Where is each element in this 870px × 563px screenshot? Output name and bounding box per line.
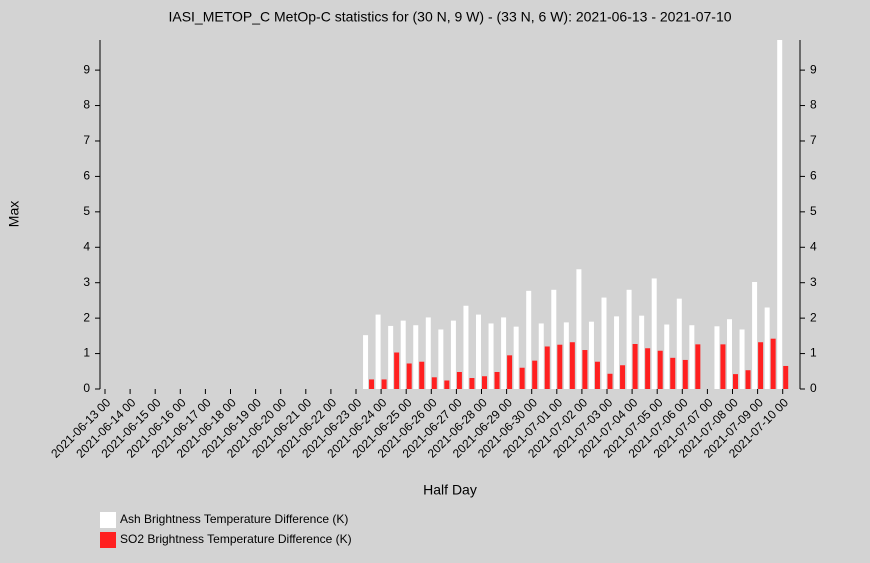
y-tick-label: 4: [83, 239, 90, 253]
legend-label: Ash Brightness Temperature Difference (K…: [120, 512, 348, 526]
y-tick-label: 1: [83, 346, 90, 360]
bar: [538, 323, 544, 389]
y-tick-label: 8: [83, 98, 90, 112]
bar: [557, 344, 563, 389]
bar: [569, 342, 575, 389]
bar: [664, 324, 670, 389]
bar: [676, 298, 682, 389]
bar: [783, 365, 789, 389]
bar: [601, 297, 607, 389]
bar: [758, 342, 764, 389]
bar: [651, 278, 657, 389]
bar: [614, 316, 620, 389]
legend-label: SO2 Brightness Temperature Difference (K…: [120, 532, 352, 546]
bar: [444, 380, 450, 389]
bar: [476, 314, 481, 389]
y-axis-label: Max: [6, 201, 22, 227]
bar: [714, 326, 720, 389]
bar: [375, 314, 381, 389]
bar: [369, 379, 375, 389]
bar: [695, 344, 701, 389]
y-tick-label: 2: [83, 310, 90, 324]
bar: [657, 350, 663, 389]
bar: [488, 323, 494, 389]
bar: [526, 290, 532, 389]
bar: [607, 373, 613, 389]
y-tick-label: 9: [83, 62, 90, 76]
y-tick-label: 5: [83, 204, 90, 218]
bar: [400, 320, 406, 389]
bar: [425, 317, 431, 389]
bar: [501, 317, 507, 389]
bar: [588, 321, 594, 389]
bar: [532, 360, 538, 389]
x-axis-label: Half Day: [423, 482, 477, 498]
bar: [752, 281, 758, 389]
bar: [645, 348, 651, 389]
bar: [777, 40, 783, 389]
bar: [513, 326, 519, 389]
y-tick-label: 0: [83, 381, 90, 395]
y2-tick-label: 3: [810, 275, 817, 289]
bar: [576, 269, 582, 389]
y2-tick-label: 1: [810, 346, 817, 360]
bar: [733, 374, 738, 389]
bar: [764, 307, 770, 389]
bar: [689, 325, 695, 389]
bar: [388, 325, 394, 389]
y2-tick-label: 9: [810, 62, 817, 76]
y2-tick-label: 7: [810, 133, 817, 147]
bar: [507, 355, 513, 389]
legend-swatch: [100, 532, 116, 548]
bar: [563, 322, 569, 389]
bar: [406, 363, 412, 389]
y2-tick-label: 8: [810, 98, 817, 112]
bar: [544, 346, 550, 389]
y2-tick-label: 6: [810, 169, 817, 183]
y-tick-label: 7: [83, 133, 90, 147]
bar: [482, 376, 487, 389]
bar: [594, 361, 600, 389]
bar: [770, 338, 776, 389]
bar: [456, 371, 462, 389]
bar: [463, 305, 469, 389]
bar: [419, 361, 425, 389]
chart-title: IASI_METOP_C MetOp-C statistics for (30 …: [168, 9, 731, 25]
bar: [670, 357, 676, 389]
bar: [394, 352, 400, 389]
bar: [632, 344, 638, 389]
bar: [494, 371, 500, 389]
bar: [727, 319, 732, 389]
bar: [438, 329, 444, 389]
bar: [582, 350, 588, 389]
bar: [620, 365, 626, 389]
bar: [381, 379, 387, 389]
bar: [469, 378, 475, 389]
bar: [413, 325, 419, 389]
y2-tick-label: 0: [810, 381, 817, 395]
bar: [551, 289, 557, 389]
bar: [450, 320, 456, 389]
bar: [745, 370, 751, 389]
y-tick-label: 6: [83, 169, 90, 183]
bar: [626, 289, 632, 389]
bar: [519, 367, 525, 389]
bar: [720, 344, 726, 389]
bar: [639, 315, 645, 389]
y2-tick-label: 2: [810, 310, 817, 324]
y2-tick-label: 5: [810, 204, 817, 218]
bar: [431, 377, 437, 389]
legend-swatch: [100, 512, 116, 528]
bar: [739, 329, 745, 389]
y-tick-label: 3: [83, 275, 90, 289]
bar: [363, 335, 369, 389]
y2-tick-label: 4: [810, 239, 817, 253]
bar: [682, 359, 688, 389]
